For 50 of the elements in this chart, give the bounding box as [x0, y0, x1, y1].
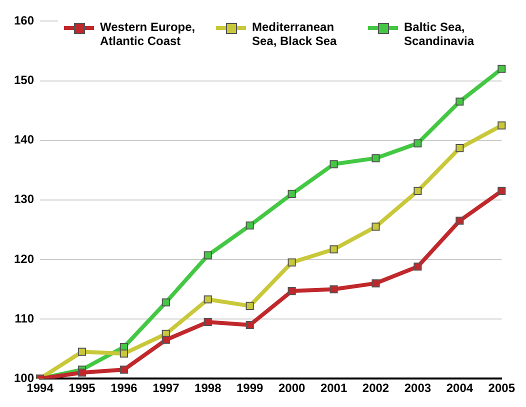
x-tick-label: 1998 [194, 381, 222, 396]
point [372, 279, 380, 288]
legend-label: Mediterranean Sea, Black Sea [252, 20, 338, 48]
y-tick-label: 150 [14, 73, 34, 88]
point [78, 348, 86, 356]
x-tick-label: 1999 [236, 381, 264, 396]
point [498, 186, 506, 195]
point [456, 216, 464, 225]
point [498, 64, 506, 73]
y-tick-label: 130 [14, 192, 34, 206]
point [372, 154, 380, 162]
x-tick-label: 1997 [152, 381, 180, 396]
point [414, 186, 422, 195]
point [414, 262, 422, 271]
point [246, 221, 254, 230]
point [246, 320, 254, 330]
point [162, 298, 170, 306]
point [498, 121, 506, 130]
x-tick-label: 2004 [446, 381, 474, 396]
x-tick-label: 2005 [488, 381, 516, 396]
point [414, 139, 422, 148]
point [288, 287, 296, 296]
point [162, 336, 170, 344]
point [120, 366, 128, 374]
point [120, 350, 128, 358]
point [78, 368, 86, 377]
point [204, 251, 212, 260]
point [456, 144, 464, 152]
x-tick-label: 2001 [320, 381, 348, 396]
x-tick-label: 1995 [68, 381, 96, 396]
point [330, 160, 338, 168]
point [330, 285, 338, 294]
legend-label: Western Europe, Atlantic Coast [100, 20, 196, 48]
point [204, 318, 212, 326]
x-tick-label: 2000 [278, 381, 306, 396]
y-tick-label: 120 [14, 252, 34, 266]
y-tick-label: 110 [14, 311, 34, 326]
legend-label: Baltic Sea, Scandinavia [404, 20, 476, 48]
y-tick-label: 160 [14, 14, 34, 28]
point [246, 302, 254, 310]
point [372, 222, 380, 231]
point [456, 98, 464, 106]
point [330, 245, 338, 254]
x-tick-label: 2002 [362, 381, 390, 396]
point [204, 295, 212, 304]
x-tick-label: 2003 [404, 381, 432, 396]
point [288, 258, 296, 266]
x-tick-label: 1996 [110, 381, 138, 396]
point [288, 190, 296, 198]
y-tick-label: 140 [14, 132, 34, 147]
